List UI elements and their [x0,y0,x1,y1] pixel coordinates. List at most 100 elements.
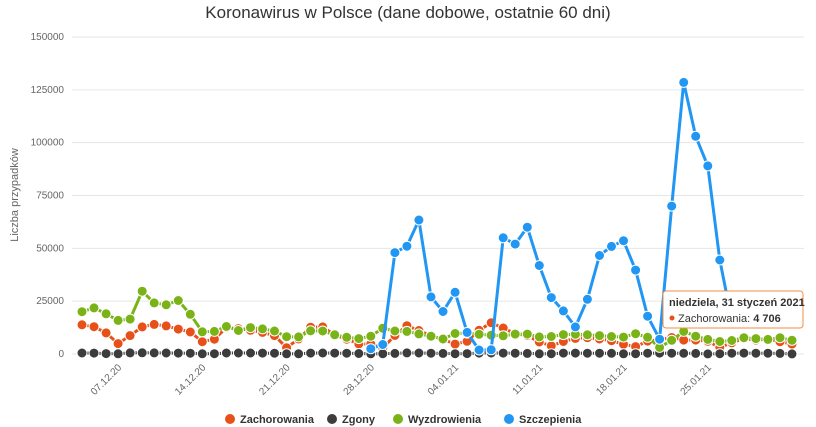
data-point[interactable] [148,318,160,330]
data-point[interactable] [606,347,617,359]
data-point[interactable] [184,326,196,338]
data-point[interactable] [581,347,593,359]
data-point[interactable] [521,221,533,233]
data-point[interactable] [401,325,413,337]
legend[interactable]: Zachorowania Zgony Wyzdrowienia Szczepienia [225,414,582,426]
data-point[interactable] [172,295,184,306]
data-point[interactable] [232,347,244,359]
data-point[interactable] [461,348,473,360]
data-point[interactable] [449,338,461,350]
data-point[interactable] [618,235,629,247]
data-point[interactable] [160,320,172,332]
data-point[interactable] [329,347,341,359]
data-point[interactable] [413,347,425,359]
data-point[interactable] [148,297,160,309]
data-point[interactable] [521,328,533,340]
data-point[interactable] [449,348,461,360]
data-point[interactable] [726,347,738,359]
data-point[interactable] [196,348,208,360]
data-point[interactable] [112,348,124,360]
data-point[interactable] [702,333,714,345]
data-point[interactable] [618,348,629,360]
data-point[interactable] [184,308,196,320]
data-point[interactable] [618,331,629,343]
data-point[interactable] [341,347,353,359]
data-point[interactable] [642,347,654,359]
data-point[interactable] [136,321,148,333]
data-point[interactable] [208,325,220,337]
data-point[interactable] [269,347,280,359]
data-point[interactable] [581,329,593,341]
data-point[interactable] [786,334,798,346]
data-point[interactable] [557,305,569,317]
data-point[interactable] [425,291,437,303]
data-point[interactable] [245,322,256,334]
data-point[interactable] [377,339,389,350]
data-point[interactable] [76,306,88,318]
data-point[interactable] [160,299,172,311]
data-point[interactable] [473,328,485,340]
data-point[interactable] [281,331,293,343]
data-point[interactable] [714,254,726,266]
data-point[interactable] [353,348,365,359]
legend-item-szczepienia[interactable]: Szczepienia [504,414,582,426]
data-point[interactable] [497,330,509,342]
data-point[interactable] [774,332,786,344]
data-point[interactable] [750,347,762,359]
data-point[interactable] [594,330,605,342]
data-point[interactable] [413,214,425,226]
data-point[interactable] [257,323,268,335]
data-point[interactable] [690,130,702,142]
data-point[interactable] [269,325,280,337]
data-point[interactable] [437,333,449,345]
data-point[interactable] [124,347,136,359]
data-point[interactable] [738,332,750,344]
data-point[interactable] [449,286,461,298]
data-point[interactable] [545,348,557,360]
data-point[interactable] [774,347,786,359]
data-point[interactable] [762,347,774,359]
data-point[interactable] [726,335,738,346]
data-point[interactable] [533,348,545,360]
data-point[interactable] [473,344,485,356]
data-point[interactable] [425,347,437,359]
data-point[interactable] [389,347,401,359]
data-point[interactable] [521,347,533,359]
data-point[interactable] [88,347,100,359]
data-point[interactable] [690,330,702,342]
data-point[interactable] [678,347,690,359]
data-point[interactable] [232,325,244,336]
data-point[interactable] [100,348,112,360]
data-point[interactable] [172,347,184,359]
data-point[interactable] [557,347,569,359]
data-point[interactable] [257,347,268,359]
data-point[interactable] [630,264,642,276]
data-point[interactable] [245,347,256,359]
data-point[interactable] [690,347,702,359]
data-point[interactable] [220,321,232,332]
data-point[interactable] [124,330,136,342]
data-point[interactable] [148,347,160,359]
data-point[interactable] [88,302,100,314]
data-point[interactable] [714,348,726,360]
data-point[interactable] [76,319,88,331]
data-point[interactable] [630,328,642,340]
data-point[interactable] [124,313,136,325]
data-point[interactable] [569,347,581,359]
data-point[interactable] [497,232,509,244]
data-point[interactable] [678,76,690,88]
data-point[interactable] [437,347,449,359]
data-point[interactable] [581,293,593,305]
data-point[interactable] [293,348,305,360]
data-point[interactable] [606,240,617,252]
data-point[interactable] [112,314,124,326]
data-point[interactable] [509,347,521,359]
data-point[interactable] [594,347,605,359]
data-point[interactable] [509,328,521,340]
data-point[interactable] [88,321,100,333]
data-point[interactable] [666,200,678,212]
data-point[interactable] [509,238,521,250]
data-point[interactable] [365,330,377,342]
data-point[interactable] [750,333,762,345]
data-point[interactable] [533,260,545,271]
